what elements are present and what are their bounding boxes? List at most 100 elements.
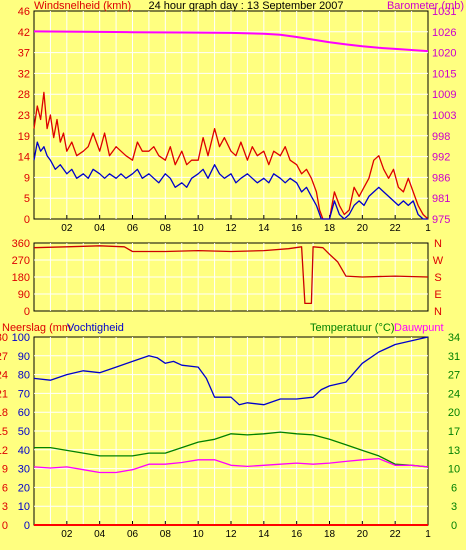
wind-x-tick-label: 20 xyxy=(357,223,369,234)
temperature-y-tick-label: 10 xyxy=(448,464,460,476)
barometer-y-tick-label: 975 xyxy=(432,214,450,226)
rain-y-tick-label: 6 xyxy=(2,482,8,494)
wind-x-tick-label: 02 xyxy=(61,223,73,234)
humidity-y-tick-label: 70 xyxy=(18,388,30,400)
humidity-x-tick-label: 08 xyxy=(160,529,172,540)
wind_gust-line xyxy=(33,91,429,220)
wind-y-tick-label: 14 xyxy=(18,152,30,164)
humidity-y-tick-label: 60 xyxy=(18,407,30,419)
barometer-y-tick-label: 1020 xyxy=(432,48,456,60)
compass-label: S xyxy=(434,272,441,284)
barometer-y-tick-label: 998 xyxy=(432,131,450,143)
direction-line xyxy=(33,245,429,305)
humidity-x-tick-label: 12 xyxy=(225,529,237,540)
chart-title: 24 hour graph day : 13 September 2007 xyxy=(148,0,343,12)
humidity-x-tick-label: 1 xyxy=(425,529,431,540)
temperature-y-tick-label: 17 xyxy=(448,426,460,438)
humidity-y-tick-label: 30 xyxy=(18,464,30,476)
temperature-y-tick-label: 3 xyxy=(451,501,457,513)
direction-y-tick-label: 90 xyxy=(18,289,30,301)
barometer-y-tick-label: 981 xyxy=(432,193,450,205)
barometer-axis-title: Barometer (mb) xyxy=(387,0,464,12)
temperature-y-tick-label: 27 xyxy=(448,370,460,382)
humidity-y-tick-label: 90 xyxy=(18,351,30,363)
wind-y-tick-label: 37 xyxy=(18,48,30,60)
wind-x-tick-label: 08 xyxy=(160,223,172,234)
barometer-y-tick-label: 1026 xyxy=(432,27,456,39)
humidity-x-tick-label: 22 xyxy=(390,529,402,540)
temperature-y-tick-label: 13 xyxy=(448,445,460,457)
rain-y-tick-label: 15 xyxy=(0,426,8,438)
wind-y-tick-label: 46 xyxy=(18,6,30,18)
humidity-axis-title: Vochtigheid xyxy=(67,322,124,334)
wind-y-tick-label: 0 xyxy=(24,214,30,226)
humidity-x-tick-label: 16 xyxy=(291,529,303,540)
direction-y-tick-label: 0 xyxy=(24,306,30,318)
compass-label: E xyxy=(434,289,441,301)
barometer-y-tick-label: 1015 xyxy=(432,68,456,80)
humidity-y-tick-label: 40 xyxy=(18,445,30,457)
rain-y-tick-label: 18 xyxy=(0,407,8,419)
wind-x-tick-label: 1 xyxy=(425,223,431,234)
temperature-axis-title: Temperatuur (°C) xyxy=(310,322,394,334)
barometer-y-tick-label: 1009 xyxy=(432,89,456,101)
barometer-y-tick-label: 992 xyxy=(432,152,450,164)
barometer-y-tick-label: 1003 xyxy=(432,110,456,122)
barometer-line xyxy=(33,30,429,53)
compass-label: N xyxy=(434,306,442,318)
humidity-y-tick-label: 80 xyxy=(18,370,30,382)
temperature-y-tick-label: 0 xyxy=(451,520,457,532)
temperature-line xyxy=(34,431,429,468)
rain-y-tick-label: 0 xyxy=(2,520,8,532)
wind-x-tick-label: 18 xyxy=(324,223,336,234)
humidity-y-tick-label: 0 xyxy=(24,520,30,532)
wind-x-tick-label: 16 xyxy=(291,223,303,234)
humidity-x-tick-label: 20 xyxy=(357,529,369,540)
rain-y-tick-label: 27 xyxy=(0,351,8,363)
wind_avg-line xyxy=(33,141,428,220)
humidity-y-tick-label: 20 xyxy=(18,482,30,494)
temperature-y-tick-label: 31 xyxy=(448,351,460,363)
wind-y-tick-label: 23 xyxy=(18,110,30,122)
humidity-x-tick-label: 14 xyxy=(258,529,270,540)
rain-axis-title: Neerslag (mm xyxy=(2,322,71,334)
wind-y-tick-label: 28 xyxy=(18,89,30,101)
humidity-x-tick-label: 10 xyxy=(193,529,205,540)
wind-y-tick-label: 32 xyxy=(18,68,30,80)
humidity-y-tick-label: 100 xyxy=(12,332,30,344)
humidity-x-tick-label: 02 xyxy=(61,529,73,540)
wind-x-tick-label: 10 xyxy=(193,223,205,234)
rain-y-tick-label: 9 xyxy=(2,464,8,476)
wind-axis-title: Windsnelheid (kmh) xyxy=(34,0,131,12)
temperature-y-tick-label: 24 xyxy=(448,388,460,400)
wind-y-tick-label: 42 xyxy=(18,27,30,39)
wind-y-tick-label: 19 xyxy=(18,131,30,143)
wind-x-tick-label: 22 xyxy=(390,223,402,234)
compass-label: W xyxy=(433,255,444,267)
temperature-y-tick-label: 20 xyxy=(448,407,460,419)
barometer-y-tick-label: 986 xyxy=(432,172,450,184)
direction-y-tick-label: 360 xyxy=(12,238,30,250)
wind-y-tick-label: 9 xyxy=(24,172,30,184)
wind-x-tick-label: 04 xyxy=(94,223,106,234)
wind-x-tick-label: 06 xyxy=(127,223,139,234)
humidity-x-tick-label: 06 xyxy=(127,529,139,540)
rain-y-tick-label: 24 xyxy=(0,370,8,382)
dewpoint-axis-title: Dauwpunt xyxy=(394,322,444,334)
barometer-y-tick-label: 1031 xyxy=(432,6,456,18)
temperature-y-tick-label: 6 xyxy=(451,482,457,494)
wind-y-tick-label: 5 xyxy=(24,193,30,205)
temperature-y-tick-label: 34 xyxy=(448,332,460,344)
rain-y-tick-label: 12 xyxy=(0,445,8,457)
wind-x-tick-label: 12 xyxy=(225,223,237,234)
wind-x-tick-label: 14 xyxy=(258,223,270,234)
rain-y-tick-label: 21 xyxy=(0,388,8,400)
direction-y-tick-label: 180 xyxy=(12,272,30,284)
direction-y-tick-label: 270 xyxy=(12,255,30,267)
rain-y-tick-label: 3 xyxy=(2,501,8,513)
humidity-line xyxy=(33,336,429,406)
humidity-x-tick-label: 04 xyxy=(94,529,106,540)
dewpoint-line xyxy=(33,457,429,474)
